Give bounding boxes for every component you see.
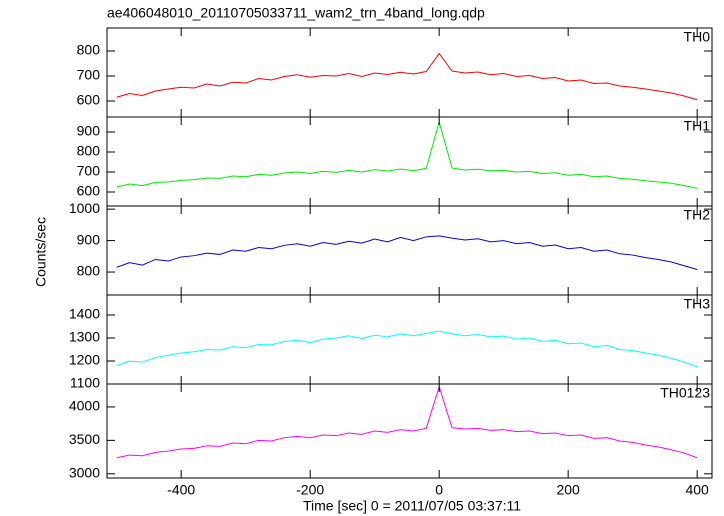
panel-frame [106,383,713,479]
y-tick-label: 1000 [69,200,100,216]
y-tick-label: 900 [77,123,101,139]
data-line [116,385,698,459]
panel-frame [106,116,713,207]
y-tick-label: 800 [77,263,101,279]
data-line [116,120,698,189]
y-tick-label: 1300 [69,329,100,345]
panel-label: TH3 [684,296,711,312]
panel-frame [106,294,713,385]
y-axis-label: Counts/sec [33,217,49,287]
chart-title: ae406048010_20110705033711_wam2_trn_4ban… [107,5,485,21]
x-tick-label: -200 [296,482,324,498]
data-line [116,330,698,368]
y-tick-label: 700 [77,67,101,83]
panel-label: TH1 [684,118,711,134]
y-tick-label: 1400 [69,306,100,322]
y-tick-label: 700 [77,163,101,179]
y-tick-label: 900 [77,231,101,247]
y-tick-label: 4000 [69,398,100,414]
y-tick-label: 1100 [70,375,100,391]
x-tick-label: 400 [685,482,709,498]
y-tick-label: 1200 [69,352,100,368]
y-tick-label: 600 [77,183,101,199]
x-tick-label: -400 [167,482,195,498]
y-tick-label: 3000 [69,464,100,480]
x-axis-label: Time [sec] 0 = 2011/07/05 03:37:11 [303,498,521,514]
x-tick-label: 0 [435,482,443,498]
y-tick-label: 3500 [69,431,100,447]
panel-frame [106,205,713,296]
y-tick-label: 800 [77,143,101,159]
data-line [116,235,698,271]
panel-label: TH0 [684,29,711,45]
data-line [116,52,698,101]
y-tick-label: 800 [77,42,101,58]
panel-label: TH0123 [660,385,710,401]
panel-label: TH2 [684,207,711,223]
y-tick-label: 600 [77,92,101,108]
panel-frame [106,27,713,118]
x-tick-label: 200 [556,482,580,498]
